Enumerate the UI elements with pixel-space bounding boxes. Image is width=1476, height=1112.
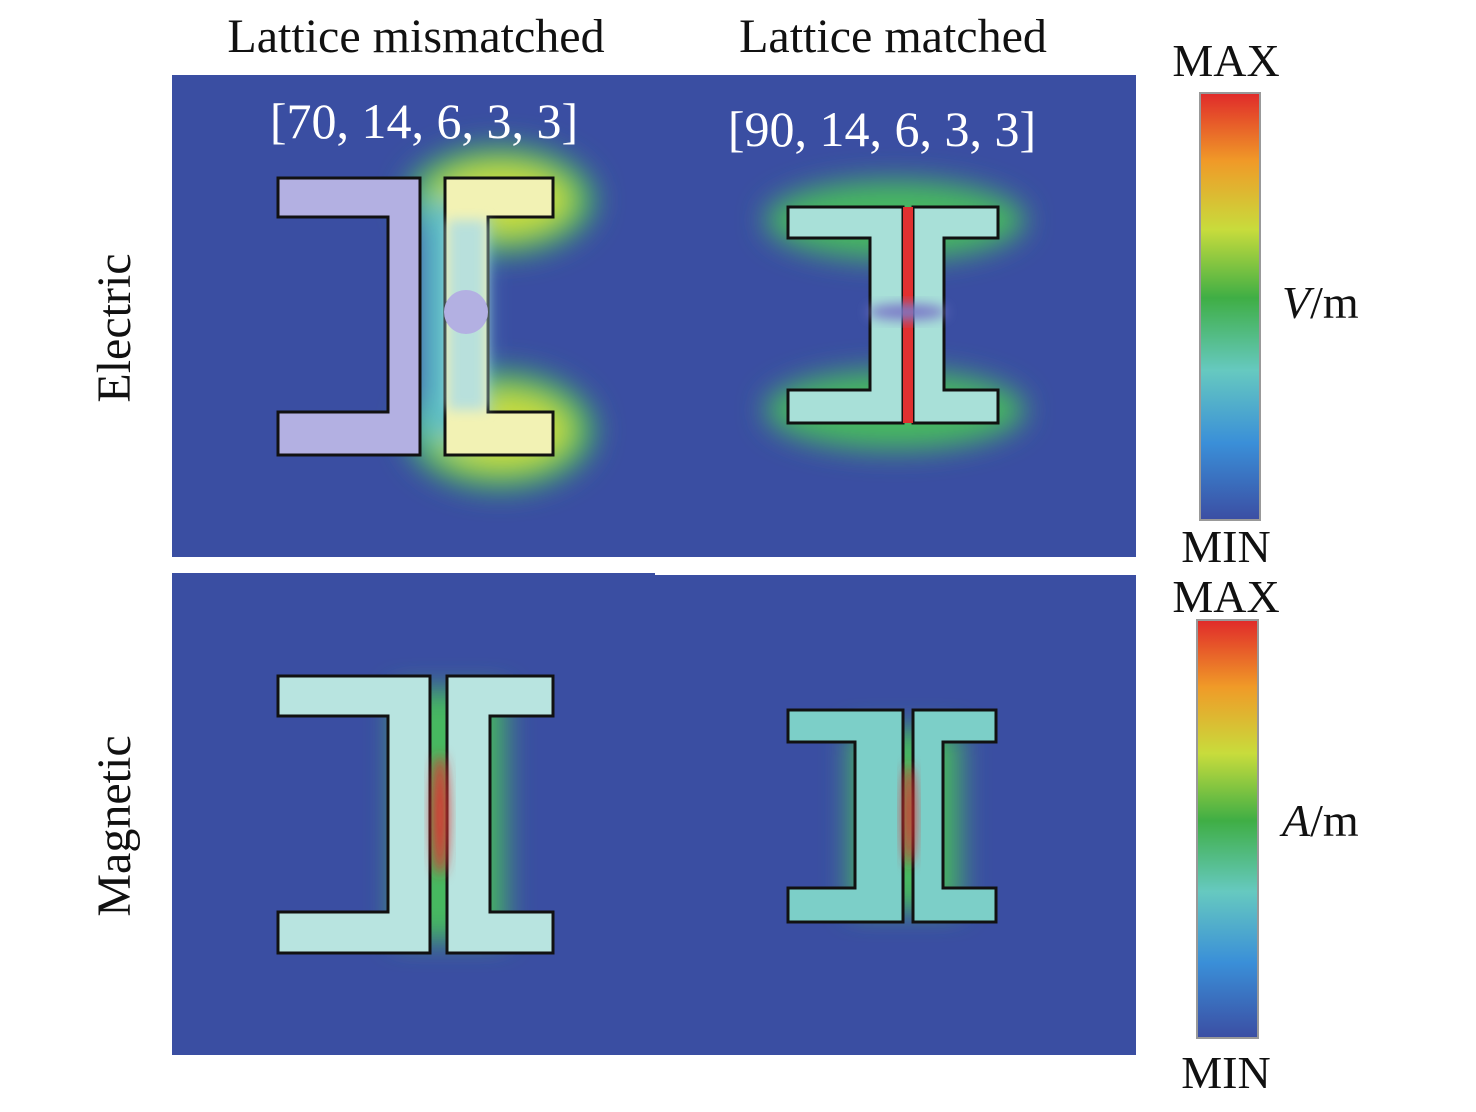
unit-suffix: /m (1310, 795, 1359, 846)
colorbar-max: MAX (1172, 35, 1279, 86)
colorbar: MAX MIN A/m (1172, 571, 1359, 1098)
column-title: Lattice matched (739, 10, 1047, 63)
colorbar: MAX MIN V/m (1172, 35, 1359, 572)
colorbar-unit: V/m (1282, 277, 1359, 328)
unit-suffix: /m (1310, 277, 1359, 328)
unit-symbol: V (1282, 277, 1315, 328)
colorbar-min: MIN (1181, 521, 1270, 572)
panel-annotation: [70, 14, 6, 3, 3] (270, 93, 578, 149)
panel-annotation: [90, 14, 6, 3, 3] (728, 101, 1036, 157)
field-panel (172, 573, 655, 1055)
column-title: Lattice mismatched (227, 10, 604, 63)
colorbar-max: MAX (1172, 571, 1279, 622)
colorbar-min: MIN (1181, 1047, 1270, 1098)
unit-symbol: A (1279, 795, 1311, 846)
row-title: Electric (88, 253, 141, 402)
field-panel (172, 75, 655, 557)
field-panel (655, 575, 1136, 1055)
row-title: Magnetic (88, 735, 141, 916)
field-panel (655, 75, 1136, 557)
colorbar-unit: A/m (1279, 795, 1359, 846)
